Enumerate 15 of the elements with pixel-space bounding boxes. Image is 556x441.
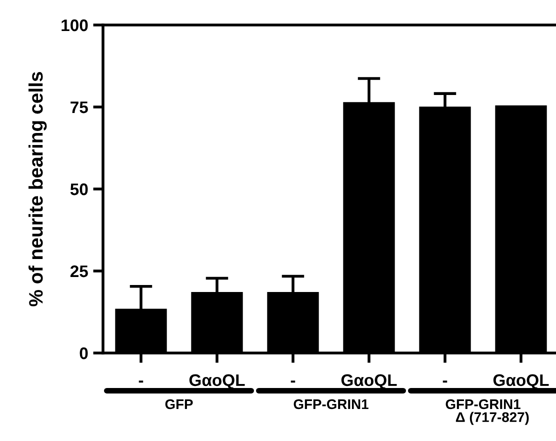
text: GFP [165,399,193,410]
x-tick-label: GαoQL [341,374,397,390]
x-tick-label: - [290,380,296,383]
text: GFP-GRIN1 Δ (717-827) [446,399,529,425]
y-tick-label: 50 [70,183,88,196]
x-tick-label: - [138,380,144,383]
y-tick-label: 100 [62,19,88,32]
y-tick-label: 25 [70,265,88,278]
y-axis-title: % of neurite bearing cells [28,72,47,306]
y-tick-label: 75 [70,102,88,114]
x-tick-label: GαoQL [493,374,549,390]
x-tick-label: GαoQL [189,374,245,390]
y-tick-label: 0 [80,347,88,360]
text: GFP-GRIN1 [294,399,368,410]
x-tick-label: - [442,380,448,383]
